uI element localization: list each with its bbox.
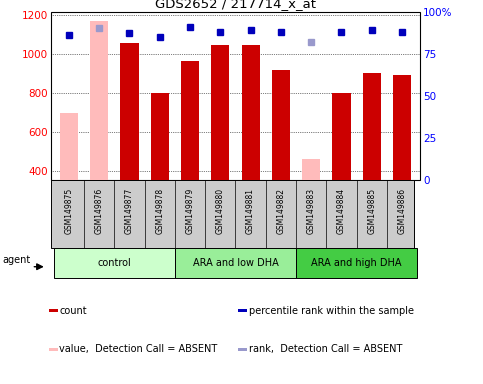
Bar bbox=[175, 248, 296, 278]
Bar bbox=[211, 45, 229, 180]
Bar bbox=[54, 248, 175, 278]
Bar bbox=[120, 43, 139, 180]
Text: GSM149878: GSM149878 bbox=[155, 188, 164, 234]
Bar bbox=[363, 73, 381, 180]
Text: GSM149886: GSM149886 bbox=[398, 188, 407, 234]
Bar bbox=[272, 70, 290, 180]
Bar bbox=[181, 61, 199, 180]
Text: rank,  Detection Call = ABSENT: rank, Detection Call = ABSENT bbox=[249, 344, 402, 354]
Text: GSM149881: GSM149881 bbox=[246, 188, 255, 234]
Bar bbox=[296, 248, 417, 278]
Bar bbox=[151, 93, 169, 180]
Text: GSM149884: GSM149884 bbox=[337, 188, 346, 234]
Text: GSM149885: GSM149885 bbox=[367, 188, 376, 234]
Bar bbox=[238, 348, 247, 351]
Bar bbox=[242, 45, 260, 180]
Text: agent: agent bbox=[2, 255, 31, 265]
Bar bbox=[332, 93, 351, 180]
Text: count: count bbox=[59, 306, 87, 316]
Bar bbox=[238, 309, 247, 312]
Text: GSM149876: GSM149876 bbox=[95, 188, 104, 234]
Text: value,  Detection Call = ABSENT: value, Detection Call = ABSENT bbox=[59, 344, 217, 354]
Text: GSM149879: GSM149879 bbox=[185, 188, 195, 234]
Bar bbox=[49, 348, 58, 351]
Bar bbox=[302, 159, 320, 180]
Bar bbox=[49, 309, 58, 312]
Bar bbox=[90, 21, 108, 180]
Title: GDS2652 / 217714_x_at: GDS2652 / 217714_x_at bbox=[155, 0, 316, 10]
Text: GSM149875: GSM149875 bbox=[64, 188, 73, 234]
Bar bbox=[393, 74, 411, 180]
Text: ARA and high DHA: ARA and high DHA bbox=[312, 258, 402, 268]
Text: GSM149883: GSM149883 bbox=[307, 188, 316, 234]
Text: percentile rank within the sample: percentile rank within the sample bbox=[249, 306, 414, 316]
Bar bbox=[60, 113, 78, 180]
Text: GSM149877: GSM149877 bbox=[125, 188, 134, 234]
Text: ARA and low DHA: ARA and low DHA bbox=[193, 258, 278, 268]
Text: control: control bbox=[98, 258, 131, 268]
Text: GSM149882: GSM149882 bbox=[276, 188, 285, 234]
Bar bbox=[51, 12, 420, 180]
Text: GSM149880: GSM149880 bbox=[216, 188, 225, 234]
